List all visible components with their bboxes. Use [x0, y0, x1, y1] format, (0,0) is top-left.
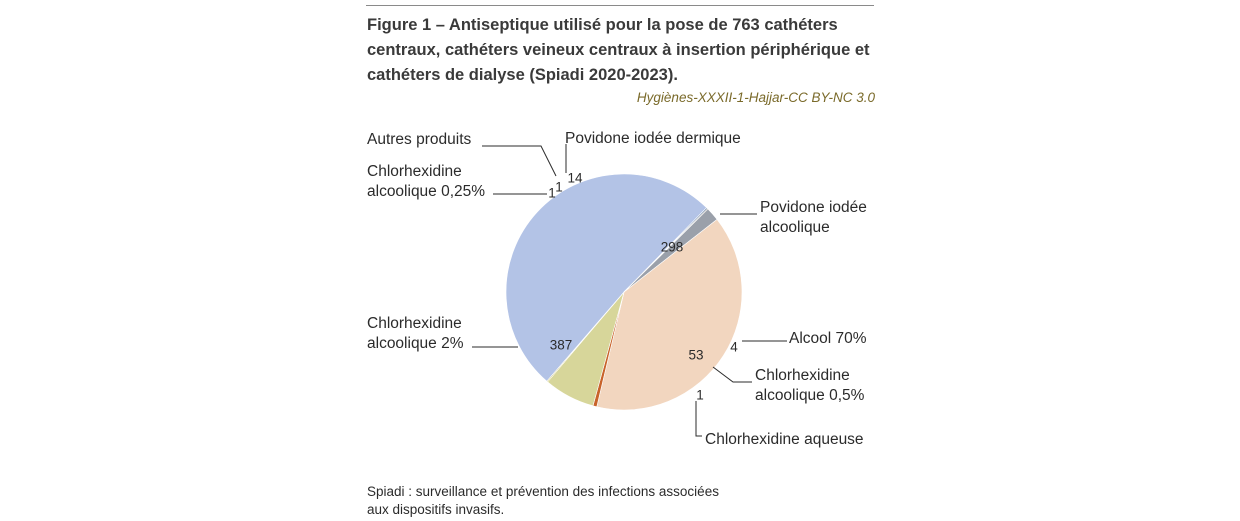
- footnote-line-2: aux dispositifs invasifs.: [367, 502, 505, 517]
- leader-line-4: [695, 401, 702, 437]
- footnote: Spiadi : surveillance et prévention des …: [367, 483, 767, 519]
- category-label-6: Chlorhexidine alcoolique 0,25%: [367, 163, 485, 200]
- value-label-2: 4: [730, 340, 738, 355]
- value-label-8: 14: [567, 171, 583, 186]
- figure-title: Figure 1 – Antiseptique utilisé pour la …: [367, 16, 870, 84]
- value-label-3: 53: [688, 348, 703, 363]
- category-label-2: Alcool 70%: [789, 330, 867, 347]
- leader-line-3: [712, 366, 752, 383]
- category-label-7: Autres produits: [367, 131, 471, 148]
- figure-credit: Hygiènes-XXXII-1-Hajjar-CC BY-NC 3.0: [636, 90, 875, 105]
- category-label-4: Chlorhexidine aqueuse: [705, 431, 864, 448]
- value-label-4: 1: [696, 388, 704, 403]
- value-label-1: 298: [661, 240, 684, 255]
- category-label-3: Chlorhexidine alcoolique 0,5%: [755, 367, 865, 404]
- pie-slice-1: [596, 218, 743, 411]
- value-label-6: 1: [548, 186, 556, 201]
- value-label-7: 1: [555, 180, 563, 195]
- leader-line-7: [482, 145, 557, 177]
- value-label-5: 387: [550, 338, 573, 353]
- title-rule: [366, 5, 874, 6]
- pie-slice-5: [505, 173, 708, 382]
- category-label-1: Povidone iodée alcoolique: [760, 199, 867, 236]
- category-label-5: Chlorhexidine alcoolique 2%: [367, 315, 464, 352]
- category-label-8: Povidone iodée dermique: [565, 130, 741, 147]
- pie-slice-8: [623, 208, 718, 293]
- footnote-line-1: Spiadi : surveillance et prévention des …: [367, 484, 719, 499]
